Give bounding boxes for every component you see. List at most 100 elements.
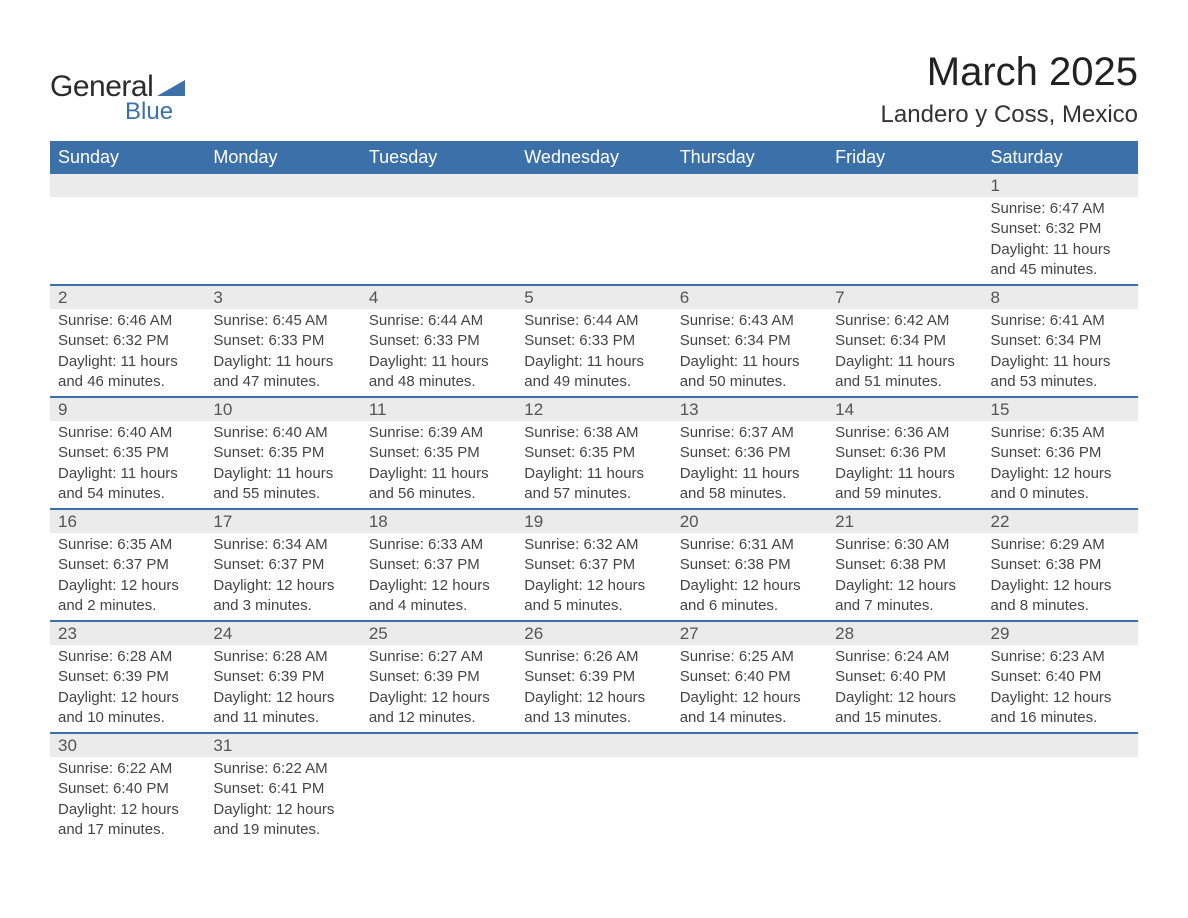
daynum-row: 23242526272829 [50, 621, 1138, 645]
detail-row: Sunrise: 6:28 AM Sunset: 6:39 PM Daylight:… [50, 645, 1138, 733]
day-detail-line: Sunrise: 6:28 AM [58, 647, 197, 667]
day-detail-line: Sunrise: 6:22 AM [213, 759, 352, 779]
day-detail-line: Sunset: 6:41 PM [213, 779, 352, 799]
day-detail-line: Sunset: 6:37 PM [369, 555, 508, 575]
day-detail-line: Daylight: 11 hours and 54 minutes. [58, 464, 197, 505]
day-detail-cell: Sunrise: 6:35 AMSunset: 6:36 PMDaylight:… [983, 421, 1138, 509]
day-detail-line: Sunrise: 6:41 AM [991, 311, 1130, 331]
day-detail-line: Sunset: 6:38 PM [991, 555, 1130, 575]
day-detail-cell: Sunrise: 6:45 AMSunset: 6:33 PMDaylight:… [205, 309, 360, 397]
day-detail-line: Sunrise: 6:32 AM [524, 535, 663, 555]
day-detail-line: Sunset: 6:34 PM [835, 331, 974, 351]
day-number-cell: 16 [50, 509, 205, 533]
day-detail-line: Sunrise: 6:35 AM [991, 423, 1130, 443]
day-detail-line: Daylight: 11 hours and 59 minutes. [835, 464, 974, 505]
day-detail-line: Daylight: 11 hours and 51 minutes. [835, 352, 974, 393]
day-number-cell: 17 [205, 509, 360, 533]
day-detail-line: Sunset: 6:32 PM [58, 331, 197, 351]
day-detail-line: Sunrise: 6:28 AM [213, 647, 352, 667]
day-detail-line: Daylight: 11 hours and 48 minutes. [369, 352, 508, 393]
day-detail-line: Daylight: 12 hours and 17 minutes. [58, 800, 197, 841]
day-detail-line: Daylight: 12 hours and 2 minutes. [58, 576, 197, 617]
detail-row: Sunrise: 6:46 AMSunset: 6:32 PMDaylight:… [50, 309, 1138, 397]
day-detail-line: Daylight: 12 hours and 10 minutes. [58, 688, 197, 729]
day-detail-line: Sunrise: 6:44 AM [524, 311, 663, 331]
day-detail-line: Daylight: 11 hours and 57 minutes. [524, 464, 663, 505]
day-detail-cell: Sunrise: 6:24 AMSunset: 6:40 PMDaylight:… [827, 645, 982, 733]
daynum-row: 9101112131415 [50, 397, 1138, 421]
detail-row: Sunrise: 6:35 AMSunset: 6:37 PMDaylight:… [50, 533, 1138, 621]
day-detail-line: Sunset: 6:39 PM [524, 667, 663, 687]
day-number-cell: 26 [516, 621, 671, 645]
day-detail-line: Sunrise: 6:29 AM [991, 535, 1130, 555]
day-detail-cell [827, 197, 982, 285]
day-detail-line: Daylight: 12 hours and 7 minutes. [835, 576, 974, 617]
day-detail-line: Daylight: 12 hours and 8 minutes. [991, 576, 1130, 617]
day-number-cell: 24 [205, 621, 360, 645]
day-detail-cell: Sunrise: 6:44 AMSunset: 6:33 PMDaylight:… [516, 309, 671, 397]
day-detail-cell [361, 757, 516, 844]
day-detail-line: Daylight: 12 hours and 0 minutes. [991, 464, 1130, 505]
day-detail-cell: Sunrise: 6:23 AMSunset: 6:40 PMDaylight:… [983, 645, 1138, 733]
title-block: March 2025 Landero y Coss, Mexico [881, 50, 1138, 129]
day-detail-line: Daylight: 11 hours and 49 minutes. [524, 352, 663, 393]
day-number-cell [205, 174, 360, 197]
day-detail-line: Sunset: 6:34 PM [991, 331, 1130, 351]
day-number-cell [672, 733, 827, 757]
day-detail-line: Sunrise: 6:25 AM [680, 647, 819, 667]
detail-row: Sunrise: 6:22 AMSunset: 6:40 PMDaylight:… [50, 757, 1138, 844]
day-detail-line: Daylight: 11 hours and 47 minutes. [213, 352, 352, 393]
day-detail-line: Daylight: 11 hours and 50 minutes. [680, 352, 819, 393]
day-detail-cell: Sunrise: 6:37 AMSunset: 6:36 PMDaylight:… [672, 421, 827, 509]
day-number-cell [827, 174, 982, 197]
day-number-cell [361, 174, 516, 197]
day-detail-line: Sunrise: 6:27 AM [369, 647, 508, 667]
day-number-cell [516, 733, 671, 757]
day-detail-cell: Sunrise: 6:40 AMSunset: 6:35 PMDaylight:… [205, 421, 360, 509]
day-detail-cell [672, 757, 827, 844]
day-number-cell [672, 174, 827, 197]
day-detail-cell: Sunrise: 6:22 AMSunset: 6:40 PMDaylight:… [50, 757, 205, 844]
day-detail-line: Sunset: 6:40 PM [58, 779, 197, 799]
day-detail-line: Sunrise: 6:26 AM [524, 647, 663, 667]
day-number-cell: 31 [205, 733, 360, 757]
daynum-row: 2345678 [50, 285, 1138, 309]
day-number-cell: 14 [827, 397, 982, 421]
day-detail-line: Sunrise: 6:36 AM [835, 423, 974, 443]
location-subtitle: Landero y Coss, Mexico [881, 101, 1138, 129]
day-detail-line: Daylight: 11 hours and 46 minutes. [58, 352, 197, 393]
day-header: Thursday [672, 141, 827, 174]
day-detail-cell: Sunrise: 6:28 AMSunset: 6:39 PMDaylight:… [50, 645, 205, 733]
day-detail-line: Sunset: 6:32 PM [991, 219, 1130, 239]
day-detail-line: Sunrise: 6:22 AM [58, 759, 197, 779]
day-detail-line: Sunset: 6:36 PM [680, 443, 819, 463]
day-number-cell: 28 [827, 621, 982, 645]
day-detail-cell: Sunrise: 6:25 AMSunset: 6:40 PMDaylight:… [672, 645, 827, 733]
calendar-table: Sunday Monday Tuesday Wednesday Thursday… [50, 141, 1138, 844]
day-detail-line: Sunset: 6:38 PM [835, 555, 974, 575]
day-header: Monday [205, 141, 360, 174]
day-number-cell [50, 174, 205, 197]
day-detail-line: Sunrise: 6:47 AM [991, 199, 1130, 219]
logo-triangle-icon [157, 76, 185, 96]
day-number-cell [827, 733, 982, 757]
day-detail-cell: Sunrise: 6:36 AMSunset: 6:36 PMDaylight:… [827, 421, 982, 509]
day-detail-line: Sunset: 6:35 PM [58, 443, 197, 463]
day-detail-cell [827, 757, 982, 844]
day-detail-line: Sunset: 6:40 PM [680, 667, 819, 687]
day-detail-cell [361, 197, 516, 285]
day-header: Sunday [50, 141, 205, 174]
day-detail-line: Daylight: 11 hours and 58 minutes. [680, 464, 819, 505]
day-detail-line: Sunset: 6:36 PM [991, 443, 1130, 463]
day-detail-line: Sunrise: 6:31 AM [680, 535, 819, 555]
day-number-cell [361, 733, 516, 757]
day-detail-line: Daylight: 11 hours and 56 minutes. [369, 464, 508, 505]
day-number-cell: 21 [827, 509, 982, 533]
day-detail-line: Sunset: 6:37 PM [213, 555, 352, 575]
day-detail-cell: Sunrise: 6:31 AMSunset: 6:38 PMDaylight:… [672, 533, 827, 621]
day-number-cell: 7 [827, 285, 982, 309]
day-number-cell: 2 [50, 285, 205, 309]
day-number-cell: 29 [983, 621, 1138, 645]
calendar-body: 1Sunrise: 6:47 AMSunset: 6:32 PMDaylight… [50, 174, 1138, 844]
day-header: Friday [827, 141, 982, 174]
